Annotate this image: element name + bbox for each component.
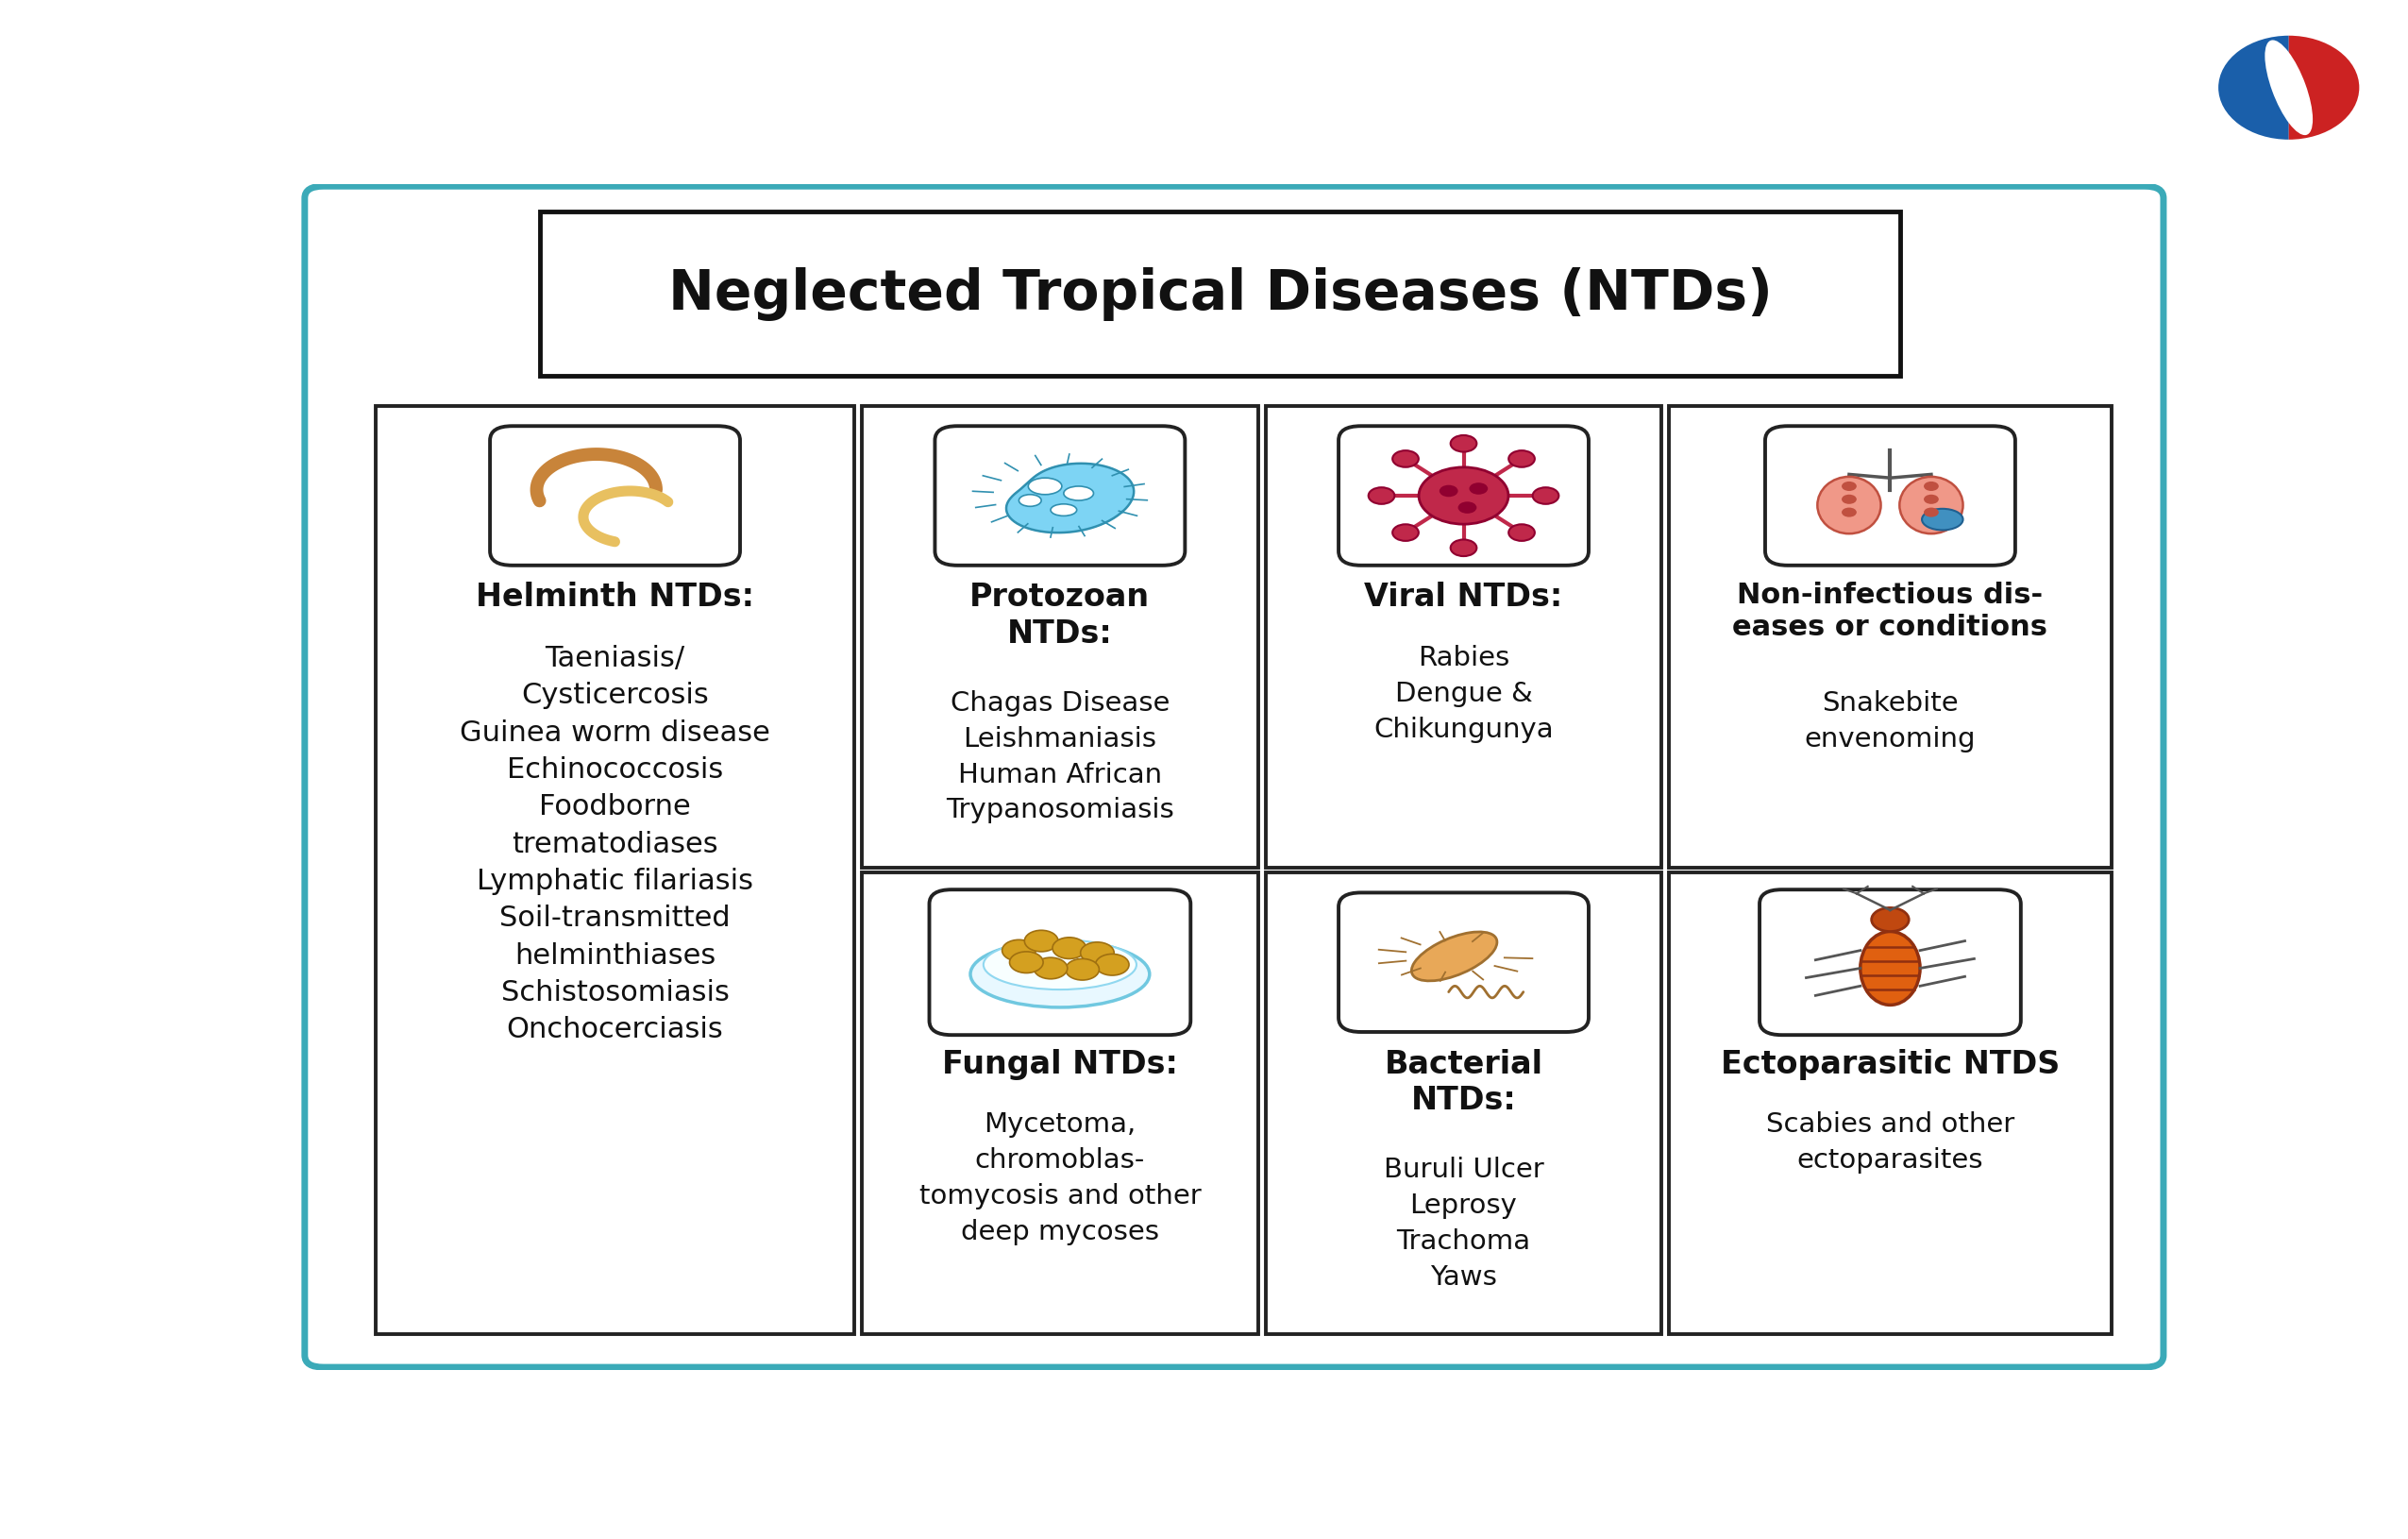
FancyBboxPatch shape	[376, 406, 855, 1334]
Text: Scabies and other
ectoparasites: Scabies and other ectoparasites	[1765, 1111, 2015, 1173]
Circle shape	[1924, 508, 1938, 517]
Ellipse shape	[1019, 496, 1040, 506]
Ellipse shape	[2266, 42, 2312, 135]
Text: Ectoparasitic NTDS: Ectoparasitic NTDS	[1722, 1048, 2059, 1079]
Circle shape	[1096, 954, 1129, 976]
Circle shape	[1842, 482, 1857, 491]
Circle shape	[1392, 451, 1418, 468]
FancyBboxPatch shape	[539, 212, 1900, 377]
Text: Neglected Tropical Diseases (NTDs): Neglected Tropical Diseases (NTDs)	[667, 268, 1772, 322]
Ellipse shape	[1861, 931, 1919, 1005]
Text: Bacterial
NTDs:: Bacterial NTDs:	[1385, 1048, 1544, 1116]
Circle shape	[1418, 468, 1507, 525]
Circle shape	[1033, 957, 1067, 979]
Circle shape	[1924, 482, 1938, 491]
FancyBboxPatch shape	[1765, 426, 2015, 566]
Wedge shape	[2218, 37, 2290, 140]
Circle shape	[1392, 525, 1418, 542]
FancyBboxPatch shape	[1267, 873, 1662, 1334]
Text: Taeniasis/
Cysticercosis
Guinea worm disease
Echinococcosis
Foodborne
trematodia: Taeniasis/ Cysticercosis Guinea worm dis…	[460, 645, 771, 1043]
Ellipse shape	[970, 942, 1149, 1008]
Circle shape	[1457, 502, 1476, 514]
Ellipse shape	[1064, 486, 1093, 502]
Polygon shape	[1007, 465, 1134, 534]
Circle shape	[1440, 486, 1457, 497]
Circle shape	[1002, 940, 1035, 962]
Wedge shape	[2288, 37, 2360, 140]
Circle shape	[1081, 942, 1115, 963]
Circle shape	[1368, 488, 1394, 505]
FancyBboxPatch shape	[306, 188, 2162, 1367]
FancyBboxPatch shape	[929, 890, 1190, 1036]
Circle shape	[1009, 953, 1043, 973]
Circle shape	[1052, 937, 1086, 959]
Text: Helminth NTDs:: Helminth NTDs:	[477, 582, 754, 613]
Circle shape	[1067, 959, 1098, 980]
Text: Viral NTDs:: Viral NTDs:	[1365, 582, 1563, 613]
FancyBboxPatch shape	[862, 873, 1257, 1334]
Circle shape	[1469, 483, 1488, 496]
Circle shape	[1871, 908, 1910, 931]
Circle shape	[1450, 436, 1476, 452]
Text: Buruli Ulcer
Leprosy
Trachoma
Yaws: Buruli Ulcer Leprosy Trachoma Yaws	[1385, 1156, 1544, 1290]
Text: Chagas Disease
Leishmaniasis
Human African
Trypanosomiasis: Chagas Disease Leishmaniasis Human Afric…	[946, 689, 1175, 823]
FancyBboxPatch shape	[1669, 406, 2112, 868]
Circle shape	[1023, 931, 1057, 953]
Circle shape	[1450, 540, 1476, 557]
FancyBboxPatch shape	[1669, 873, 2112, 1334]
Circle shape	[1842, 496, 1857, 505]
Circle shape	[1924, 496, 1938, 505]
Ellipse shape	[1922, 509, 1963, 531]
Circle shape	[1507, 525, 1534, 542]
Circle shape	[1842, 508, 1857, 517]
Text: Non-infectious dis-
eases or conditions: Non-infectious dis- eases or conditions	[1731, 582, 2047, 640]
Text: Mycetoma,
chromoblas-
tomycosis and other
deep mycoses: Mycetoma, chromoblas- tomycosis and othe…	[920, 1111, 1202, 1245]
Ellipse shape	[1411, 933, 1498, 982]
Circle shape	[1507, 451, 1534, 468]
Ellipse shape	[1028, 479, 1062, 496]
Ellipse shape	[1900, 477, 1963, 534]
Ellipse shape	[982, 940, 1137, 990]
FancyBboxPatch shape	[1267, 406, 1662, 868]
FancyBboxPatch shape	[862, 406, 1257, 868]
FancyBboxPatch shape	[1339, 893, 1589, 1033]
FancyBboxPatch shape	[1760, 890, 2020, 1036]
Text: Protozoan
NTDs:: Protozoan NTDs:	[970, 582, 1151, 649]
FancyBboxPatch shape	[489, 426, 739, 566]
Text: Rabies
Dengue &
Chikungunya: Rabies Dengue & Chikungunya	[1373, 645, 1553, 742]
FancyBboxPatch shape	[1339, 426, 1589, 566]
FancyBboxPatch shape	[934, 426, 1185, 566]
Text: Fungal NTDs:: Fungal NTDs:	[942, 1048, 1178, 1079]
Circle shape	[2307, 52, 2338, 75]
Circle shape	[1531, 488, 1558, 505]
Text: Snakebite
envenoming: Snakebite envenoming	[1804, 689, 1977, 751]
Ellipse shape	[1050, 505, 1076, 517]
Ellipse shape	[1818, 477, 1881, 534]
